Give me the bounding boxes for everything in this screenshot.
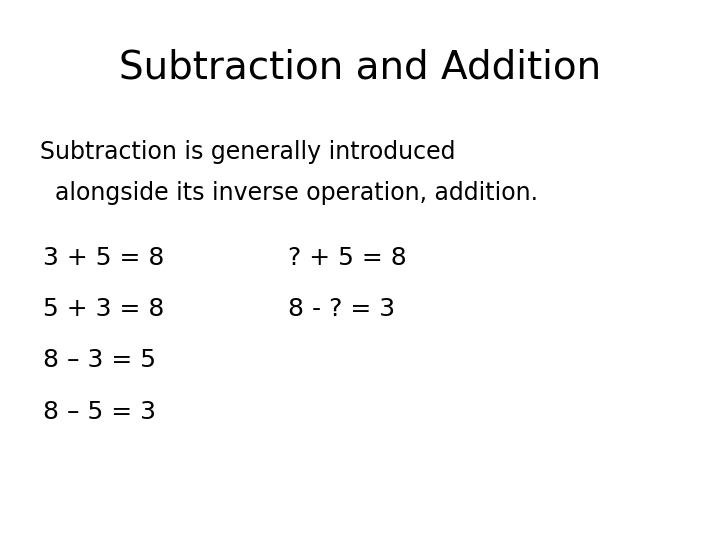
Text: 8 – 3 = 5: 8 – 3 = 5	[43, 348, 156, 372]
Text: 5 + 3 = 8: 5 + 3 = 8	[43, 297, 165, 321]
Text: 8 – 5 = 3: 8 – 5 = 3	[43, 400, 156, 423]
Text: ? + 5 = 8: ? + 5 = 8	[288, 246, 407, 269]
Text: alongside its inverse operation, addition.: alongside its inverse operation, additio…	[40, 181, 538, 205]
Text: 3 + 5 = 8: 3 + 5 = 8	[43, 246, 165, 269]
Text: Subtraction and Addition: Subtraction and Addition	[119, 49, 601, 86]
Text: 8 - ? = 3: 8 - ? = 3	[288, 297, 395, 321]
Text: Subtraction is generally introduced: Subtraction is generally introduced	[40, 140, 455, 164]
